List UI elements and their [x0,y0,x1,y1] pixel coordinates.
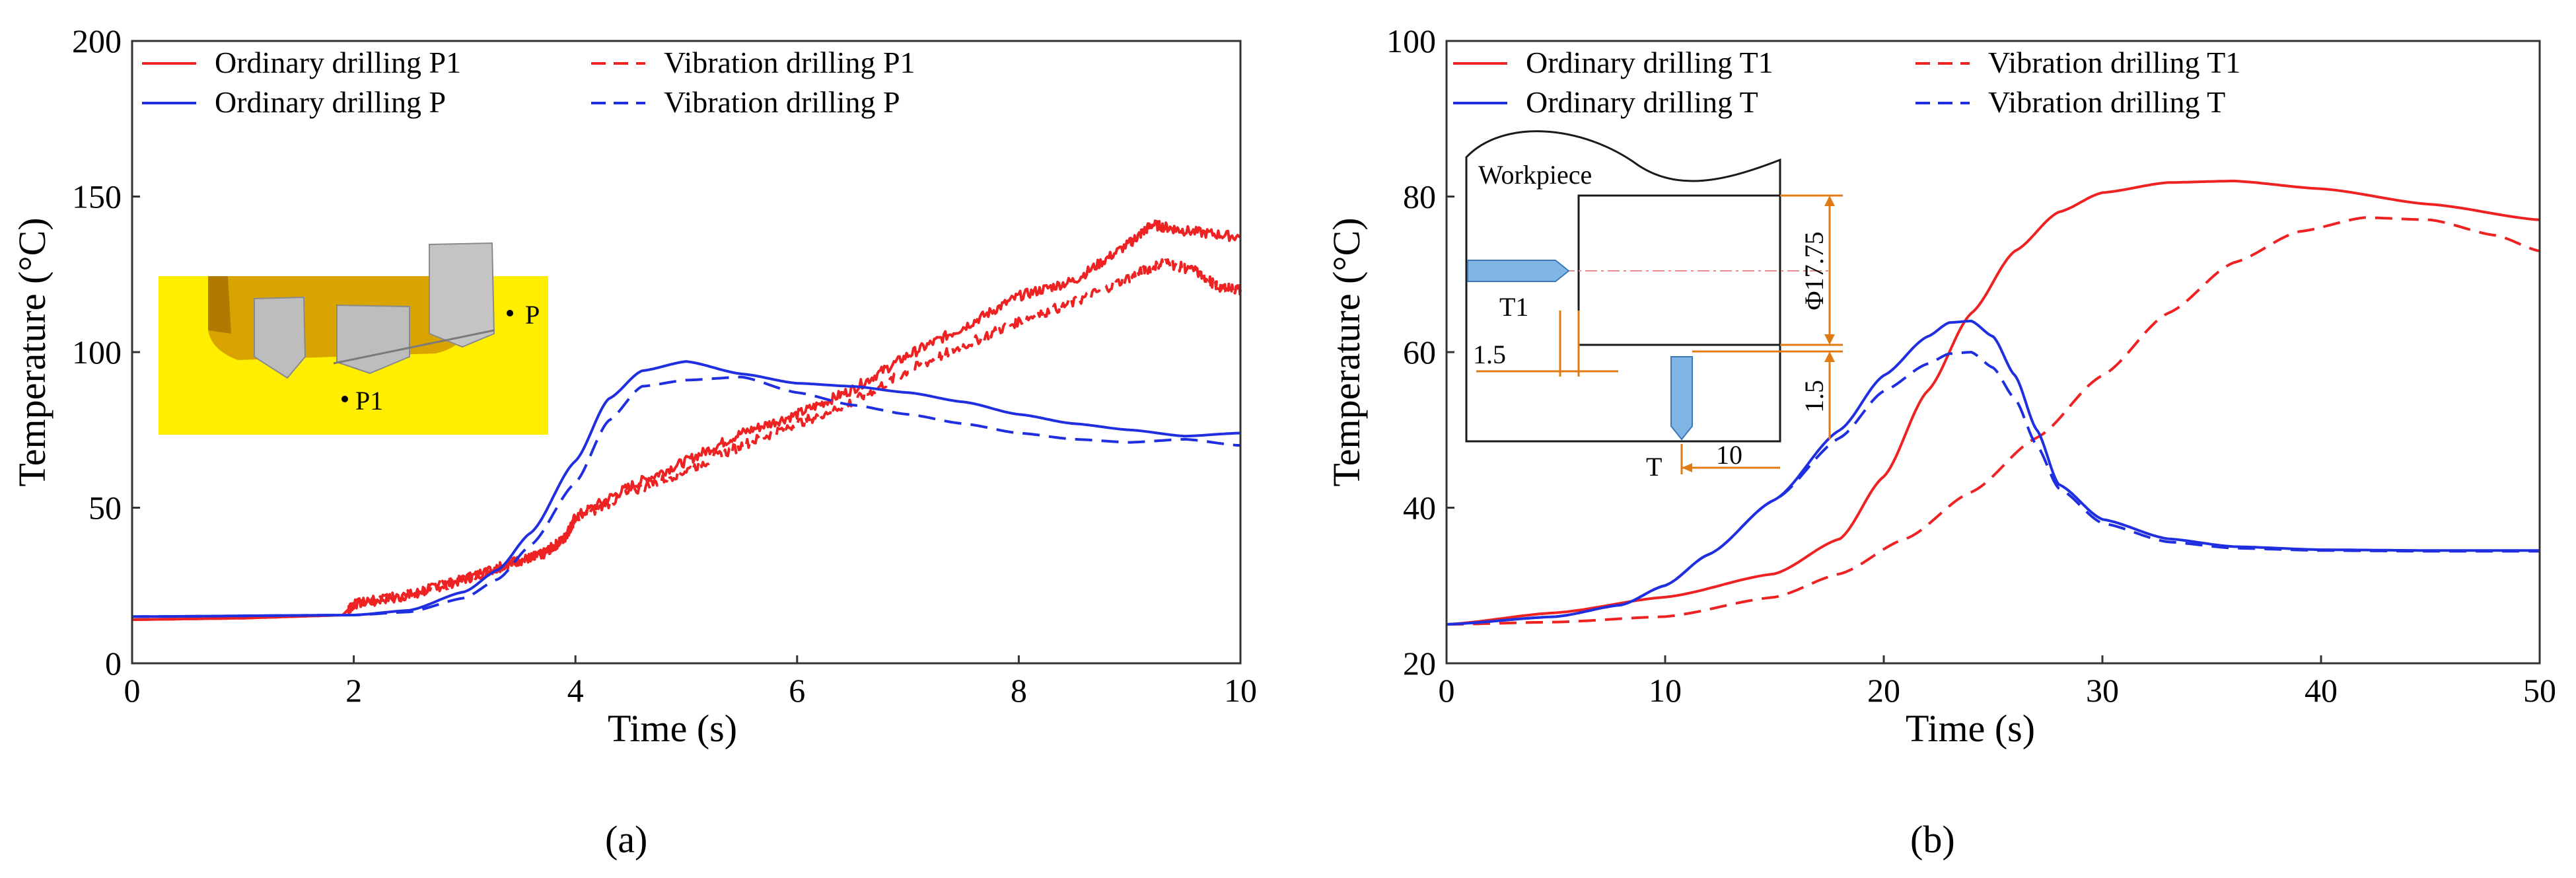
y-tick-label: 80 [1403,178,1436,215]
legend-label: Ordinary drilling T1 [1526,46,1773,79]
inset-label-t1: T1 [1499,292,1528,322]
series-line-vibration-drilling-t1 [1446,216,2540,626]
y-tick-label: 50 [89,490,122,527]
x-axis-label-a: Time (s) [608,707,737,750]
x-tick-label: 0 [1439,672,1455,709]
y-tick-label: 200 [72,22,122,59]
legend-label: Vibration drilling P [664,85,900,119]
y-tick-label: 150 [72,178,122,215]
dimension-arrows [1682,196,1835,472]
dimension-lines [1476,194,1843,474]
probe-t-shape [1670,356,1693,441]
series-line-ordinary-drilling-t1 [1446,179,2540,626]
y-axis-label-a: Temperature (°C) [11,217,54,486]
inset-label-t: T [1646,452,1662,482]
inset-drill-image: P P1 [159,242,548,435]
x-tick-label: 10 [1649,672,1682,709]
x-tick-label: 6 [789,672,805,709]
cutter-mid-shape [336,304,410,375]
dim-bottom-label: 10 [1716,440,1742,470]
dim-diameter-label: Φ17.75 [1799,231,1829,310]
series-line-ordinary-drilling-p1 [131,219,1241,622]
x-tick-label: 20 [1867,672,1900,709]
x-tick-label: 0 [124,672,141,709]
inset-label-p1: P1 [355,386,383,416]
workpiece-label: Workpiece [1478,160,1592,190]
point-p1-marker [341,396,348,402]
legend-label: Ordinary drilling T [1526,85,1758,119]
y-tick-label: 60 [1403,334,1436,371]
x-tick-label: 8 [1011,672,1027,709]
cutter-left-shape [254,296,306,379]
probe-t1-shape [1467,260,1570,282]
inset-workpiece-diagram: Workpiece T1 T [1465,130,1843,482]
series-line-vibration-drilling-p1 [131,258,1242,622]
caption-b: (b) [1910,818,1955,861]
legend-label: Ordinary drilling P [215,85,446,119]
dim-vertical-label: 1.5 [1799,380,1829,413]
legend-label: Ordinary drilling P1 [215,46,461,79]
y-axis-label-b: Temperature (°C) [1325,217,1368,486]
series-line-vibration-drilling-p [131,375,1241,618]
caption-a: (a) [605,818,647,861]
legend-label: Vibration drilling T [1988,85,2225,119]
cutter-edge-line [333,329,495,365]
x-tick-label: 2 [345,672,362,709]
x-tick-label: 40 [2305,672,2338,709]
y-tick-label: 20 [1403,645,1436,682]
dim-left-label: 1.5 [1473,340,1506,369]
series-line-ordinary-drilling-p [131,360,1241,618]
drill-body-shadow [208,276,231,334]
y-tick-label: 100 [72,334,122,371]
series-line-vibration-drilling-t [1446,351,2540,626]
inset-label-p: P [525,300,540,330]
x-tick-label: 10 [1224,672,1257,709]
cutter-right-shape [429,242,495,348]
x-tick-label: 50 [2523,672,2556,709]
point-p-marker [507,310,513,316]
legend-label: Vibration drilling T1 [1988,46,2240,79]
y-tick-label: 0 [105,645,122,682]
y-tick-label: 100 [1386,22,1436,59]
y-tick-label: 40 [1403,490,1436,527]
x-axis-label-b: Time (s) [1906,707,2035,750]
x-tick-label: 30 [2086,672,2119,709]
chart-b: Workpiece T1 T [1325,22,2556,861]
x-tick-label: 4 [567,672,584,709]
legend-label: Vibration drilling P1 [664,46,915,79]
